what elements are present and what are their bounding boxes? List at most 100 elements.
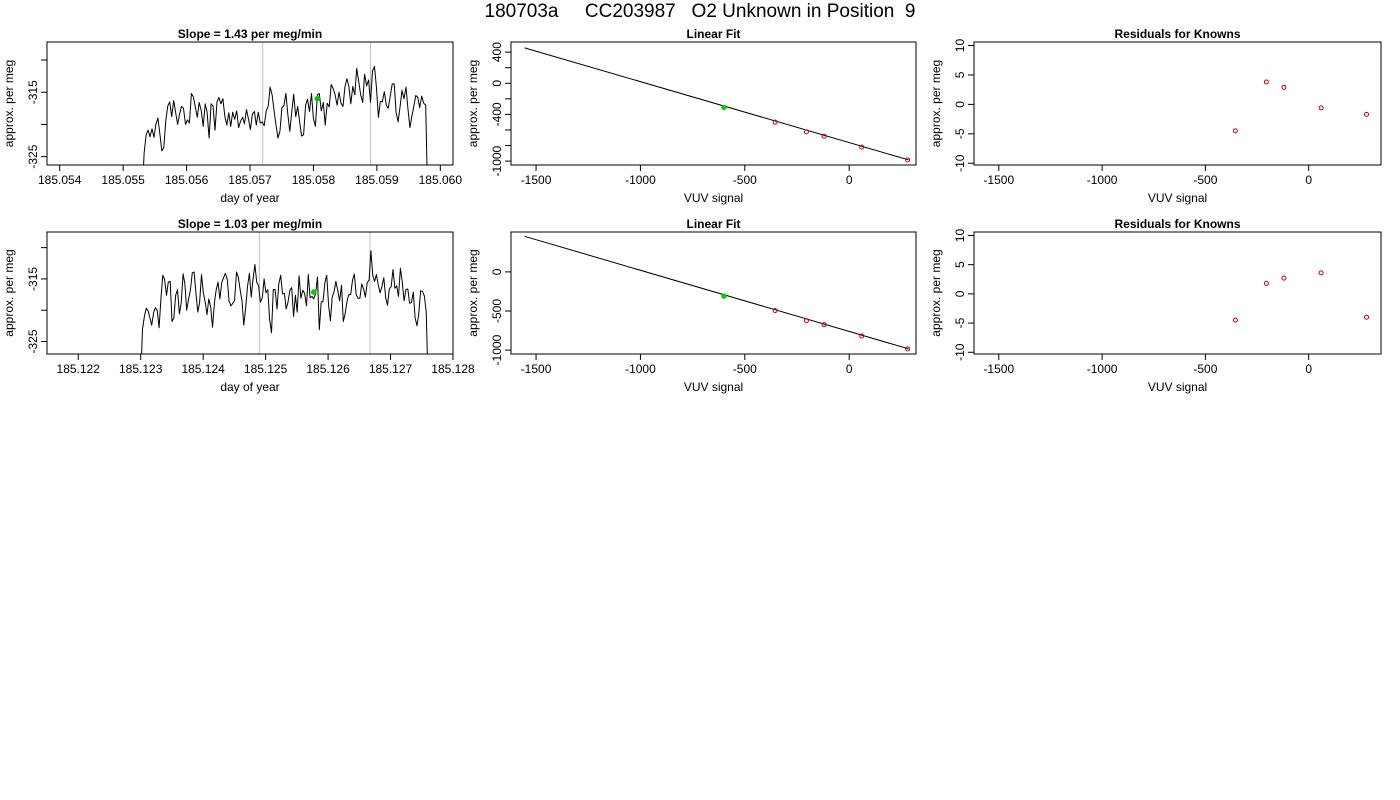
y-tick-label: -10 [953, 154, 967, 172]
plot-area [1232, 79, 1370, 134]
page-title: 180703a CC203987 O2 Unknown in Position … [484, 1, 916, 22]
x-tick-label: -1500 [521, 362, 552, 376]
chart-title: Residuals for Knowns [1114, 27, 1240, 41]
y-axis-label: approx. per meg [929, 249, 943, 336]
x-axis-label: day of year [220, 380, 279, 394]
y-tick-label: -5 [953, 317, 967, 328]
y-axis-label: approx. per meg [2, 60, 16, 147]
plot-panel-residuals-1: Residuals for Knowns VUV signal approx. pe… [929, 27, 1382, 205]
plot-frame [510, 41, 917, 166]
y-axis-label: approx. per meg [466, 60, 480, 147]
x-tick-label: 185.127 [369, 362, 413, 376]
known-point [772, 308, 778, 314]
unknown-marker-point [310, 289, 317, 295]
x-tick-label: -500 [733, 173, 757, 187]
plot-frame [973, 231, 1382, 355]
unknown-point [721, 293, 727, 299]
x-tick-label: 185.054 [38, 173, 82, 187]
known-point [821, 322, 827, 328]
known-point [1364, 111, 1370, 117]
x-tick-label: -1000 [1087, 173, 1118, 187]
plot-panel-linear-fit-1: Linear Fit VUV signal approx. per meg -1500… [466, 27, 917, 205]
known-point [1281, 275, 1287, 281]
x-tick-label: 185.128 [431, 362, 475, 376]
plot-area [143, 42, 428, 165]
y-tick-label: -315 [26, 80, 40, 104]
plot-frame [46, 231, 454, 355]
x-tick-label: 185.060 [419, 173, 463, 187]
x-axis-label: VUV signal [684, 380, 743, 394]
known-point [859, 144, 865, 150]
y-tick-label: -325 [26, 329, 40, 353]
plot-area [1232, 270, 1370, 323]
known-point [1263, 280, 1269, 286]
x-tick-label: -1500 [521, 173, 552, 187]
x-tick-label: -500 [1193, 173, 1217, 187]
x-tick-label: 185.057 [228, 173, 272, 187]
plot-panel-trace-2: Slope = 1.03 per meg/min day of year appro… [2, 217, 475, 394]
plot-frame [973, 41, 1382, 166]
known-point [1232, 317, 1238, 323]
plot-frame [510, 231, 917, 355]
x-axis-label: VUV signal [684, 191, 743, 205]
plot-panel-linear-fit-2: Linear Fit VUV signal approx. per meg -1500… [466, 217, 917, 394]
known-point [1232, 128, 1238, 134]
known-point [905, 346, 911, 352]
x-tick-label: 0 [1305, 362, 1312, 376]
plot-panel-residuals-2: Residuals for Knowns VUV signal approx. pe… [929, 217, 1382, 394]
y-axis-label: approx. per meg [929, 60, 943, 147]
x-axis-label: day of year [220, 191, 279, 205]
known-point [1318, 270, 1324, 276]
known-point [1281, 84, 1287, 90]
y-tick-label: 0 [953, 290, 967, 297]
y-tick-label: -1000 [490, 334, 504, 365]
x-tick-label: -1000 [1087, 362, 1118, 376]
chart-title: Linear Fit [686, 27, 740, 41]
x-tick-label: -500 [1193, 362, 1217, 376]
known-point [772, 119, 778, 125]
y-tick-label: 10 [953, 229, 967, 243]
x-tick-label: 185.126 [306, 362, 350, 376]
x-tick-label: 185.056 [165, 173, 209, 187]
known-point [1263, 79, 1269, 85]
chart-title: Linear Fit [686, 217, 740, 231]
known-point [905, 157, 911, 163]
y-axis-label: approx. per meg [466, 249, 480, 336]
plot-panel-trace-1: Slope = 1.43 per meg/min day of year appro… [2, 27, 462, 205]
known-point [1364, 314, 1370, 320]
x-tick-label: 185.122 [57, 362, 101, 376]
y-tick-label: 10 [953, 39, 967, 53]
y-tick-label: -315 [26, 267, 40, 291]
known-point [1318, 105, 1324, 111]
x-tick-label: 185.124 [181, 362, 225, 376]
known-point [821, 133, 827, 139]
x-tick-label: -1000 [625, 173, 656, 187]
y-tick-label: 0 [490, 80, 504, 87]
x-tick-label: -500 [733, 362, 757, 376]
plot-area [141, 232, 428, 354]
x-tick-label: 185.059 [355, 173, 399, 187]
y-tick-label: -1000 [490, 145, 504, 176]
known-point [859, 333, 865, 339]
x-tick-label: -1500 [983, 173, 1014, 187]
y-tick-label: -5 [953, 128, 967, 139]
x-tick-label: 0 [1305, 173, 1312, 187]
y-tick-label: 400 [490, 42, 504, 62]
y-tick-label: -325 [26, 144, 40, 168]
y-tick-label: 5 [953, 261, 967, 268]
x-tick-label: 185.125 [244, 362, 288, 376]
known-point [803, 129, 809, 135]
y-tick-label: 0 [953, 101, 967, 108]
chart-title: Slope = 1.43 per meg/min [178, 27, 322, 41]
x-tick-label: 185.055 [101, 173, 145, 187]
data-trace-line [143, 66, 428, 165]
x-tick-label: 185.058 [292, 173, 336, 187]
chart-title: Residuals for Knowns [1114, 217, 1240, 231]
y-tick-label: -500 [490, 299, 504, 323]
y-tick-label: 5 [953, 71, 967, 78]
unknown-marker-point [314, 95, 321, 102]
x-tick-label: -1500 [983, 362, 1014, 376]
plot-area [524, 235, 911, 352]
x-axis-label: VUV signal [1148, 191, 1207, 205]
